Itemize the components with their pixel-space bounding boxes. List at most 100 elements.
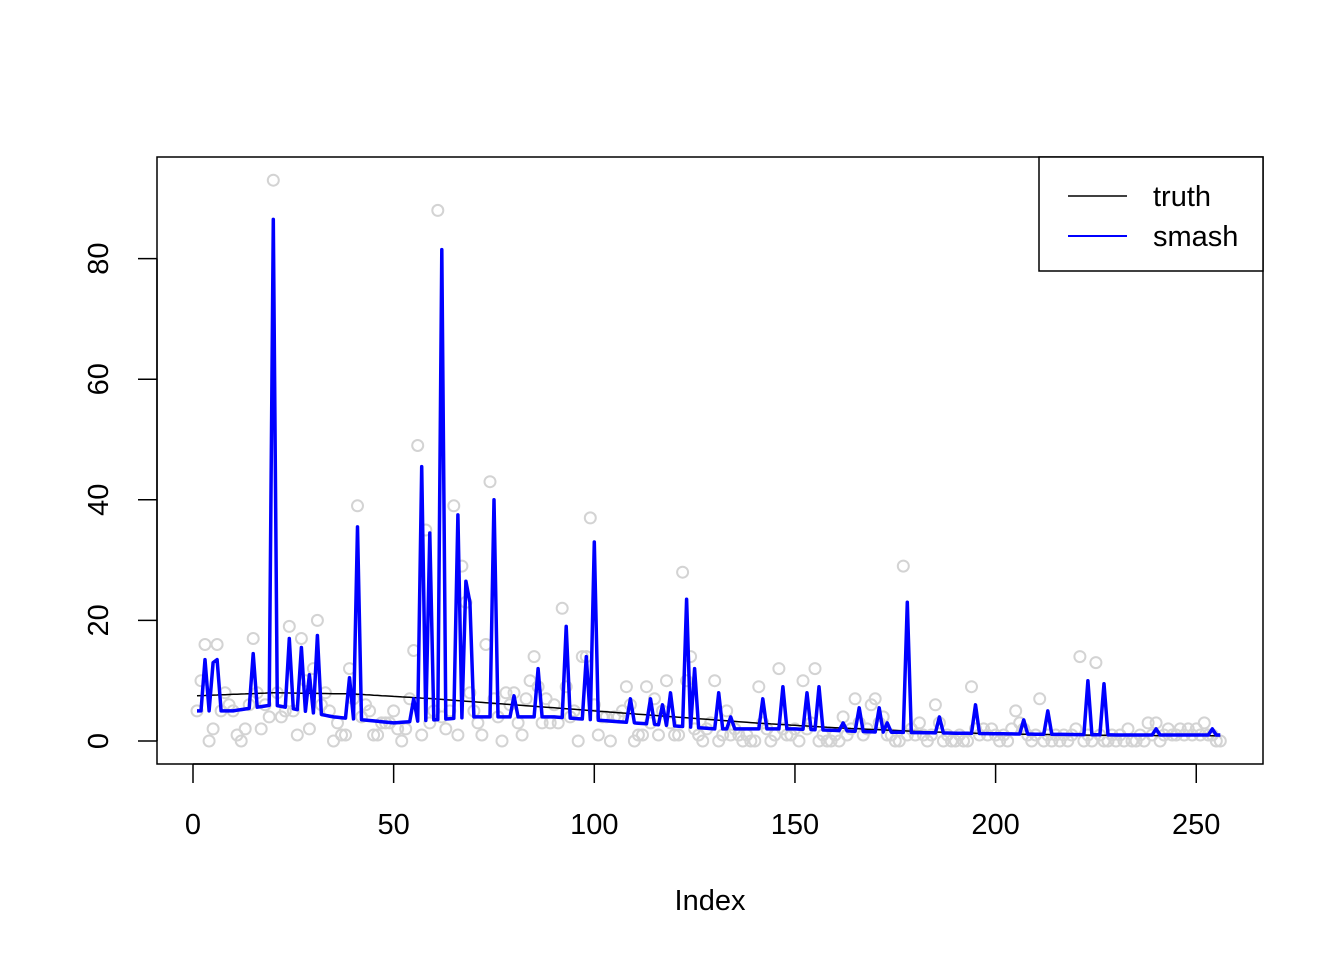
observation-point	[395, 734, 409, 748]
observation-point	[431, 203, 445, 217]
observation-point	[1141, 716, 1155, 730]
x-tick-label: 100	[570, 809, 618, 841]
observation-point	[796, 674, 810, 688]
x-tick-label: 50	[378, 809, 410, 841]
observation-point	[198, 638, 212, 651]
observation-point	[888, 734, 902, 748]
observation-point	[559, 680, 573, 694]
y-tick-label: 60	[83, 363, 115, 395]
observation-point	[636, 728, 649, 742]
observation-point	[792, 734, 806, 748]
observation-point	[957, 734, 970, 748]
y-tick-label: 0	[83, 733, 115, 749]
observation-point	[965, 680, 978, 694]
observation-point	[619, 680, 633, 694]
observation-point	[439, 722, 453, 736]
y-tick-label: 80	[83, 242, 115, 274]
observation-point	[339, 728, 352, 742]
legend-box	[1038, 156, 1264, 272]
observation-point	[928, 698, 942, 712]
observation-point	[555, 601, 569, 615]
x-tick-label: 150	[771, 809, 819, 841]
observation-point	[640, 680, 653, 694]
observation-point	[387, 704, 401, 718]
observation-point	[202, 734, 216, 748]
observation-point	[451, 728, 465, 742]
x-tick-label: 250	[1172, 809, 1220, 841]
truth-line	[196, 692, 1221, 737]
observation-point	[335, 728, 348, 742]
observation-point	[206, 722, 220, 736]
observation-point	[254, 722, 268, 736]
observation-point	[415, 728, 429, 742]
observation-point	[294, 632, 308, 645]
observation-point	[487, 692, 501, 706]
observation-point	[515, 728, 529, 742]
truth-series	[196, 692, 1221, 737]
observation-point	[1033, 692, 1047, 706]
observation-point	[495, 734, 509, 748]
observation-point	[310, 613, 324, 627]
observation-point	[282, 619, 296, 633]
observation-point	[1009, 704, 1023, 718]
smash-series	[197, 217, 1221, 737]
y-tick-label: 20	[83, 604, 115, 636]
observation-point	[423, 716, 437, 730]
observation-point	[262, 710, 276, 724]
observation-point	[302, 722, 316, 736]
observation-point	[603, 734, 617, 748]
observation-point	[961, 734, 974, 748]
observation-point	[447, 499, 461, 513]
observation-point	[371, 728, 385, 742]
observation-point	[463, 686, 477, 700]
observation-point	[499, 686, 513, 700]
observation-point	[351, 499, 364, 513]
observation-point	[238, 722, 252, 736]
legend-label-truth: truth	[1153, 181, 1211, 213]
observation-point	[519, 692, 533, 706]
observation-point	[290, 728, 304, 742]
observation-point	[547, 698, 561, 712]
x-axis-title: Index	[675, 885, 746, 917]
observation-point	[708, 674, 722, 688]
observation-point	[266, 173, 280, 187]
y-axis: 0 20 40 60 80	[83, 242, 158, 749]
observation-point	[748, 734, 762, 748]
observation-point	[868, 692, 882, 706]
legend: truth smash	[1038, 156, 1264, 272]
observation-point	[668, 728, 682, 742]
observation-point	[475, 728, 489, 742]
observation-point	[744, 734, 758, 748]
y-tick-label: 40	[83, 484, 115, 516]
observation-point	[631, 728, 645, 742]
observation-point	[676, 565, 690, 579]
observation-point	[752, 680, 766, 694]
x-tick-label: 0	[185, 809, 201, 841]
observation-point	[1089, 656, 1103, 670]
observation-point	[591, 728, 605, 742]
x-tick-label: 200	[971, 809, 1019, 841]
observation-point	[483, 475, 497, 489]
observation-point	[912, 716, 926, 730]
observation-point	[772, 662, 786, 676]
smash-line	[197, 217, 1221, 737]
observation-point	[652, 728, 665, 742]
observation-point	[367, 728, 381, 742]
observation-point	[848, 692, 862, 706]
observation-point	[210, 638, 224, 651]
observation-point	[672, 728, 686, 742]
observation-point	[696, 734, 710, 748]
observation-point	[896, 559, 910, 573]
observation-point	[527, 650, 541, 664]
x-axis: 0 50 100 150 200 250	[185, 763, 1220, 841]
observation-point	[1197, 716, 1211, 730]
observation-point	[234, 734, 248, 748]
observation-point	[924, 728, 938, 742]
observation-point	[660, 674, 673, 688]
observation-point	[808, 662, 822, 676]
observation-point	[583, 511, 597, 525]
observation-point	[1073, 650, 1087, 664]
observation-point	[246, 632, 260, 645]
